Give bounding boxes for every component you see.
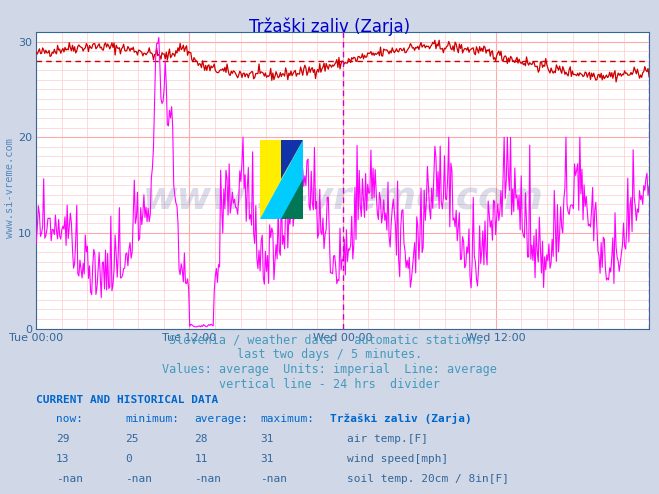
- Text: last two days / 5 minutes.: last two days / 5 minutes.: [237, 348, 422, 361]
- Text: wind speed[mph]: wind speed[mph]: [347, 454, 448, 464]
- Polygon shape: [260, 140, 302, 219]
- Text: 0: 0: [125, 454, 132, 464]
- Text: -nan: -nan: [125, 474, 152, 484]
- Text: CURRENT AND HISTORICAL DATA: CURRENT AND HISTORICAL DATA: [36, 395, 219, 405]
- Text: -nan: -nan: [56, 474, 83, 484]
- Text: air temp.[F]: air temp.[F]: [347, 434, 428, 444]
- Text: www.si-vreme.com: www.si-vreme.com: [5, 138, 15, 238]
- Text: 28: 28: [194, 434, 208, 444]
- Text: 25: 25: [125, 434, 138, 444]
- Text: Tržaški zaliv (Zarja): Tržaški zaliv (Zarja): [249, 17, 410, 36]
- Text: vertical line - 24 hrs  divider: vertical line - 24 hrs divider: [219, 378, 440, 391]
- Text: Values: average  Units: imperial  Line: average: Values: average Units: imperial Line: av…: [162, 363, 497, 376]
- Text: 31: 31: [260, 434, 273, 444]
- Polygon shape: [281, 179, 302, 219]
- Text: -nan: -nan: [260, 474, 287, 484]
- Text: minimum:: minimum:: [125, 414, 179, 424]
- Polygon shape: [260, 140, 302, 219]
- Text: average:: average:: [194, 414, 248, 424]
- Text: maximum:: maximum:: [260, 414, 314, 424]
- Text: soil temp. 20cm / 8in[F]: soil temp. 20cm / 8in[F]: [347, 474, 509, 484]
- Text: 31: 31: [260, 454, 273, 464]
- Text: www.si-vreme.com: www.si-vreme.com: [142, 180, 543, 216]
- Text: now:: now:: [56, 414, 83, 424]
- Text: 29: 29: [56, 434, 69, 444]
- Text: Tržaški zaliv (Zarja): Tržaški zaliv (Zarja): [330, 413, 471, 424]
- Text: 13: 13: [56, 454, 69, 464]
- Text: 11: 11: [194, 454, 208, 464]
- Text: Slovenia / weather data - automatic stations.: Slovenia / weather data - automatic stat…: [169, 333, 490, 346]
- Text: -nan: -nan: [194, 474, 221, 484]
- Polygon shape: [281, 140, 302, 179]
